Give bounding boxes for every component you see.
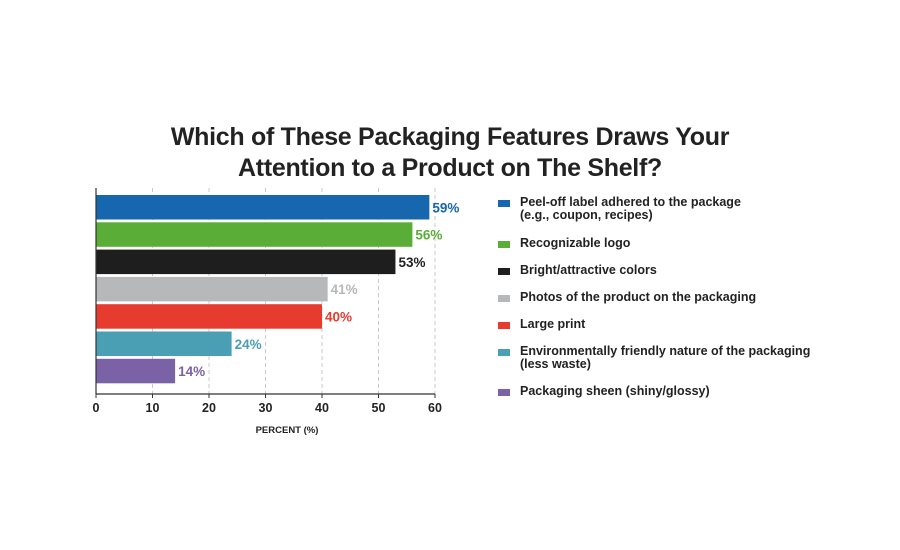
bar [96,222,413,247]
legend-swatch [498,389,510,396]
bar-value-label: 24% [235,337,262,352]
legend-label: Photos of the product on the packaging [520,290,757,304]
legend-swatch [498,241,510,248]
x-tick-label: 30 [259,401,273,415]
bar [96,331,232,356]
bar-value-label: 59% [432,200,459,215]
bar-value-label: 40% [325,309,352,324]
bar-value-label: 41% [331,282,358,297]
legend-label: Environmentally friendly nature of the p… [520,344,811,371]
legend-label: Packaging sheen (shiny/glossy) [520,384,710,398]
x-tick-label: 40 [315,401,329,415]
bar [96,276,328,302]
x-tick-label: 10 [146,401,160,415]
bar [96,249,396,275]
legend-swatch [498,322,510,329]
x-tick-label: 50 [372,401,386,415]
legend-swatch [498,295,510,302]
legend-label: Recognizable logo [520,236,631,250]
bar [96,304,322,329]
chart-title-line-1: Which of These Packaging Features Draws … [170,123,730,151]
legend-label: Large print [520,317,586,331]
legend-swatch [498,349,510,356]
bar [96,195,430,220]
x-tick-label: 20 [202,401,216,415]
legend-swatch [498,268,510,275]
x-axis-label: PERCENT (%) [256,425,319,436]
chart-title: Which of These Packaging Features Draws … [0,122,900,184]
bar-value-label: 53% [398,255,425,270]
chart-title-line-2: Attention to a Product on The Shelf? [238,154,662,182]
bar [96,358,176,384]
legend-label: Peel-off label adhered to the package (e… [520,195,741,222]
legend-swatch [498,200,510,207]
bar-value-label: 56% [415,228,442,243]
x-tick-label: 0 [93,401,100,415]
legend-label: Bright/attractive colors [520,263,657,277]
bar-value-label: 14% [178,364,205,379]
x-tick-label: 60 [428,401,442,415]
